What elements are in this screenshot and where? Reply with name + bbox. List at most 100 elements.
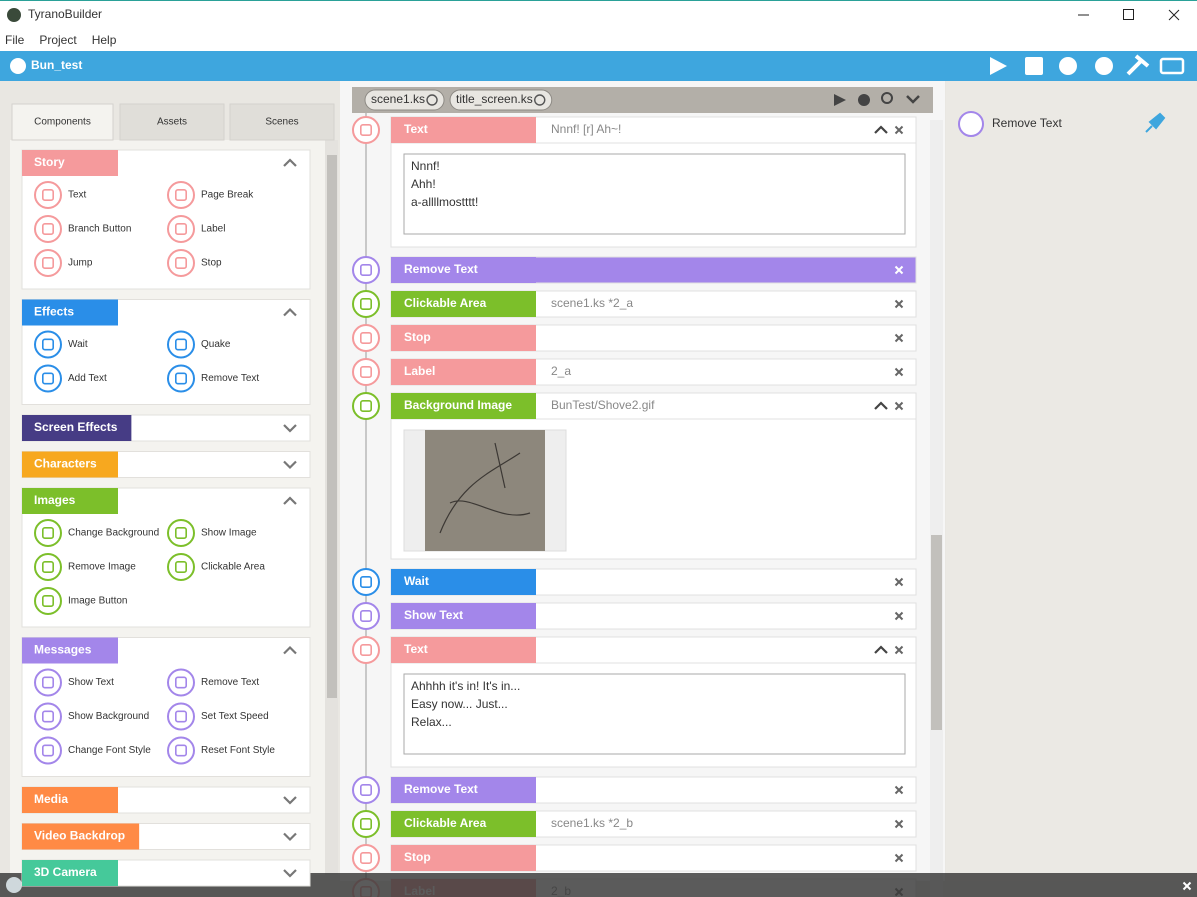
component-item[interactable]: Show Image	[201, 528, 257, 539]
search-button[interactable]	[881, 92, 893, 104]
app-icon	[7, 8, 21, 22]
group-header	[22, 415, 132, 441]
delete-button[interactable]	[894, 785, 904, 795]
delete-button[interactable]	[894, 367, 904, 377]
expand-button[interactable]	[283, 796, 297, 805]
text-area[interactable]	[403, 673, 906, 755]
component-item[interactable]: Remove Text	[201, 677, 259, 688]
component-item[interactable]: Remove Text	[201, 373, 259, 384]
component-item[interactable]: Quake	[201, 339, 231, 350]
component-item[interactable]: Text	[68, 190, 87, 201]
maximize-button[interactable]	[1123, 9, 1134, 20]
collapse-button[interactable]	[874, 125, 888, 134]
component-item[interactable]: Add Text	[68, 373, 107, 384]
component-item[interactable]: Label	[201, 224, 225, 235]
collapse-button[interactable]	[283, 158, 297, 167]
component-item[interactable]: Remove Image	[68, 562, 136, 573]
close-button[interactable]	[1168, 9, 1180, 21]
delete-button[interactable]	[894, 611, 904, 621]
delete-button[interactable]	[894, 645, 904, 655]
collapse-button[interactable]	[874, 645, 888, 654]
export-button[interactable]	[1159, 57, 1185, 75]
menu-item[interactable]: Project	[39, 33, 77, 47]
scene-scroll-thumb[interactable]	[931, 535, 942, 730]
component-item[interactable]: Image Button	[68, 596, 127, 607]
component-item[interactable]: Show Text	[68, 677, 114, 688]
block-label-bg	[391, 359, 536, 385]
characters-button[interactable]	[1059, 57, 1077, 75]
settings-button[interactable]	[1095, 57, 1113, 75]
expand-button[interactable]	[283, 869, 297, 878]
block-title: Label	[404, 364, 435, 378]
group-title[interactable]: Images	[34, 493, 76, 507]
menu-item[interactable]: Help	[92, 33, 117, 47]
component-item[interactable]: Stop	[201, 258, 222, 269]
component-item[interactable]: Wait	[68, 339, 88, 350]
text-area[interactable]	[403, 153, 906, 235]
delete-button[interactable]	[894, 299, 904, 309]
scene-tab[interactable]: scene1.ks	[364, 89, 445, 111]
component-item[interactable]: Show Background	[68, 711, 149, 722]
help-button[interactable]	[6, 877, 22, 893]
collapse-button[interactable]	[283, 645, 297, 655]
collapse-button[interactable]	[283, 496, 297, 505]
panel-tab[interactable]	[229, 103, 335, 141]
delete-button[interactable]	[894, 401, 904, 411]
block-detail: scene1.ks *2_a	[551, 296, 633, 310]
expand-button[interactable]	[283, 460, 297, 470]
play-button[interactable]	[990, 57, 1007, 75]
component-icon	[352, 776, 380, 804]
tab-menu-button[interactable]	[906, 95, 920, 104]
block-title: Remove Text	[404, 262, 478, 276]
component-item[interactable]: Page Break	[201, 190, 254, 201]
close-tab-button[interactable]	[534, 94, 546, 106]
components-scroll-thumb[interactable]	[327, 155, 337, 698]
component-item[interactable]: Set Text Speed	[201, 711, 269, 722]
component-item[interactable]: Branch Button	[68, 224, 131, 235]
group-header	[22, 637, 118, 664]
component-item[interactable]: Clickable Area	[201, 562, 265, 573]
delete-button[interactable]	[894, 125, 904, 135]
delete-button[interactable]	[894, 577, 904, 587]
panel-tab[interactable]	[11, 103, 114, 141]
group-title[interactable]: Media	[34, 792, 68, 806]
build-button[interactable]	[1126, 54, 1150, 76]
expand-button[interactable]	[283, 832, 297, 842]
panel-tab-label: Assets	[157, 117, 187, 128]
delete-button[interactable]	[894, 853, 904, 863]
delete-button[interactable]	[1182, 881, 1192, 891]
delete-button[interactable]	[894, 265, 904, 275]
group-title[interactable]: Effects	[34, 305, 74, 319]
component-item[interactable]: Change Font Style	[68, 745, 151, 756]
group-header	[22, 150, 118, 176]
delete-button[interactable]	[894, 333, 904, 343]
delete-button[interactable]	[894, 819, 904, 829]
collapse-button[interactable]	[283, 307, 297, 317]
icon-glyph	[359, 399, 372, 412]
icon-glyph	[175, 338, 188, 351]
pin-button[interactable]	[1145, 112, 1166, 133]
close-tab-button[interactable]	[426, 94, 438, 106]
component-item[interactable]: Jump	[68, 258, 93, 269]
group-title[interactable]: Screen Effects	[34, 420, 118, 434]
component-icon	[34, 330, 62, 359]
group-title[interactable]: Messages	[34, 643, 92, 657]
save-button[interactable]	[1025, 57, 1043, 75]
icon-glyph	[175, 560, 188, 573]
debug-button[interactable]	[858, 94, 870, 106]
collapse-button[interactable]	[874, 401, 888, 410]
component-item[interactable]: Reset Font Style	[201, 745, 275, 756]
group-title[interactable]: Characters	[34, 457, 97, 471]
component-item[interactable]: Change Background	[68, 528, 159, 539]
run-scene-button[interactable]	[834, 94, 846, 106]
group-title[interactable]: Story	[34, 155, 65, 169]
group-title[interactable]: Video Backdrop	[34, 829, 125, 843]
block-label-bg	[391, 811, 536, 837]
scene-tab[interactable]: title_screen.ks	[449, 89, 553, 111]
panel-tab[interactable]	[119, 103, 225, 141]
icon-glyph	[359, 783, 372, 796]
menu-item[interactable]: File	[5, 33, 25, 47]
expand-button[interactable]	[283, 424, 297, 433]
group-title[interactable]: 3D Camera	[34, 865, 97, 879]
